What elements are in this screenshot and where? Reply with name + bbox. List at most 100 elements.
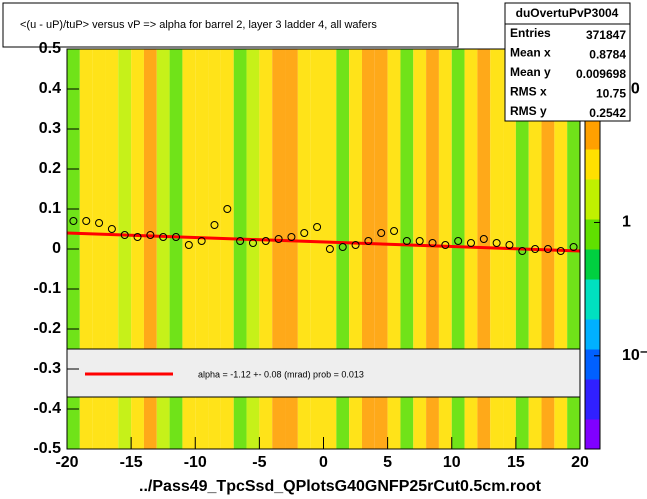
x-tick-label: -5 <box>252 454 266 471</box>
legend-label: alpha = -1.12 +- 0.08 (mrad) prob = 0.01… <box>198 369 364 379</box>
y-tick-label: 0 <box>52 240 61 257</box>
profile-point <box>377 229 386 237</box>
stats-label: Mean y <box>510 65 551 79</box>
stats-box <box>504 2 631 122</box>
palette-cell <box>585 369 600 380</box>
profile-point <box>325 245 334 253</box>
palette-cell <box>585 319 600 330</box>
stats-label: RMS x <box>510 85 547 99</box>
z-tick-label: 1 <box>622 214 631 231</box>
y-tick-label: 0.4 <box>39 80 61 97</box>
palette-cell <box>585 229 600 240</box>
profile-point <box>236 237 245 245</box>
palette-cell <box>585 139 600 150</box>
palette-cell <box>585 439 600 450</box>
stats-value: 0.009698 <box>576 67 626 81</box>
profile-point <box>441 241 450 249</box>
stats-label: RMS y <box>510 104 547 118</box>
profile-point <box>133 233 142 241</box>
stats-value: 0.8784 <box>589 48 626 62</box>
profile-point <box>248 239 257 247</box>
x-tick-label: -10 <box>184 454 207 471</box>
palette-cell <box>585 309 600 320</box>
y-tick-label: 0.1 <box>39 200 61 217</box>
stats-label: Mean x <box>510 46 551 60</box>
palette-cell <box>585 169 600 180</box>
palette-cell <box>585 429 600 440</box>
chart-title: <(u - uP)/tuP> versus vP => alpha for ba… <box>20 19 377 31</box>
x-axis-title: ../Pass49_TpcSsd_QPlotsG40GNFP25rCut0.5c… <box>139 478 542 495</box>
palette-cell <box>585 249 600 260</box>
y-tick-label: -0.4 <box>33 400 61 417</box>
profile-point <box>518 247 527 255</box>
profile-point <box>120 231 129 239</box>
profile-point <box>338 243 347 251</box>
palette-cell <box>585 329 600 340</box>
profile-point <box>82 217 91 225</box>
palette-cell <box>585 189 600 200</box>
stats-label: Entries <box>510 26 551 40</box>
profile-point <box>223 205 232 213</box>
profile-point <box>466 239 475 247</box>
profile-point <box>172 233 181 241</box>
x-tick-label: 0 <box>319 454 328 471</box>
palette-cell <box>585 399 600 410</box>
profile-point <box>210 221 219 229</box>
x-tick-label: 15 <box>507 454 525 471</box>
profile-point <box>274 235 283 243</box>
profile-point <box>390 227 399 235</box>
palette-cell <box>585 159 600 170</box>
stats-value: 0.2542 <box>589 106 626 120</box>
y-tick-label: -0.2 <box>33 320 61 337</box>
palette-cell <box>585 269 600 280</box>
profile-point <box>402 237 411 245</box>
profile-point <box>159 233 168 241</box>
profile-point <box>287 233 296 241</box>
palette-cell <box>585 409 600 420</box>
palette-cell <box>585 259 600 270</box>
stats-title: duOvertuPvP3004 <box>516 6 619 20</box>
profile-point <box>107 225 116 233</box>
profile-point <box>556 247 565 255</box>
profile-point <box>184 241 193 249</box>
profile-point <box>351 241 360 249</box>
palette-cell <box>585 119 600 130</box>
profile-point <box>543 245 552 253</box>
stats-value: 371847 <box>586 28 626 42</box>
y-tick-label: 0.5 <box>39 40 61 57</box>
palette-cell <box>585 179 600 190</box>
y-tick-label: 0.2 <box>39 160 61 177</box>
x-tick-label: -20 <box>55 454 78 471</box>
stats-value: 10.75 <box>596 87 626 101</box>
profile-point <box>146 231 155 239</box>
palette-cell <box>585 349 600 360</box>
profile-point <box>261 237 270 245</box>
palette-cell <box>585 359 600 370</box>
title-box <box>2 2 459 48</box>
profile-point <box>492 239 501 247</box>
profile-point <box>300 229 309 237</box>
palette-cell <box>585 389 600 400</box>
profile-point <box>428 239 437 247</box>
palette-cell <box>585 279 600 290</box>
palette-cell <box>585 209 600 220</box>
x-tick-label: 20 <box>571 454 589 471</box>
palette-cell <box>585 419 600 430</box>
palette-cell <box>585 289 600 300</box>
palette-cell <box>585 379 600 390</box>
palette-cell <box>585 239 600 250</box>
palette-cell <box>585 129 600 140</box>
palette-cell <box>585 199 600 210</box>
profile-point <box>197 237 206 245</box>
profile-point <box>479 235 488 243</box>
profile-point <box>505 241 514 249</box>
profile-point <box>69 217 78 225</box>
profile-point <box>454 237 463 245</box>
profile-point <box>415 237 424 245</box>
fit-line <box>66 231 581 253</box>
x-tick-label: -15 <box>120 454 143 471</box>
palette-cell <box>585 299 600 310</box>
palette-cell <box>585 149 600 160</box>
profile-point <box>313 223 322 231</box>
